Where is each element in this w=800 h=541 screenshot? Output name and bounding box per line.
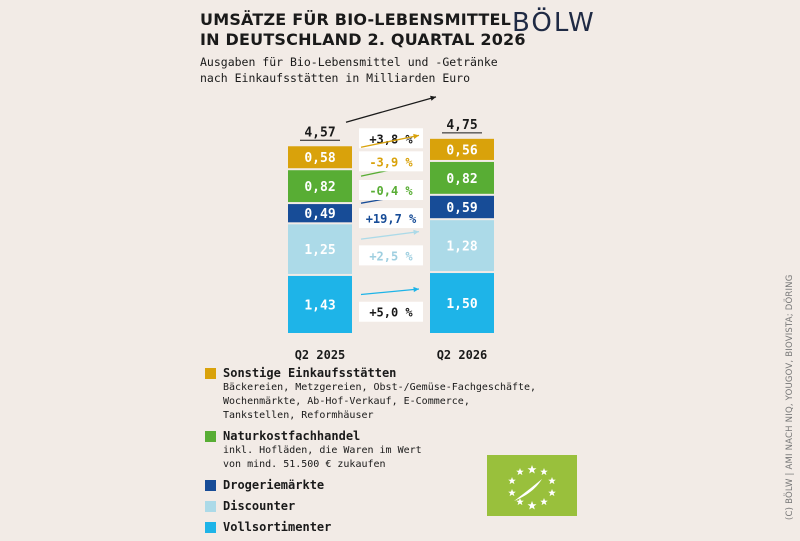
- bar-segment: [288, 275, 352, 333]
- legend-item: Sonstige Einkaufsstätten Bäckereien, Metz…: [205, 366, 585, 423]
- change-label: +19,7 %: [366, 212, 417, 226]
- legend-swatch: [205, 501, 216, 512]
- data-label: 0,49: [304, 207, 335, 222]
- legend-label: Naturkostfachhandel: [223, 429, 361, 443]
- legend-swatch: [205, 431, 216, 442]
- eu-organic-logo: [487, 455, 577, 516]
- bar-segment: [288, 224, 352, 274]
- legend-item: Discounter: [205, 499, 585, 514]
- change-label: +2,5 %: [369, 249, 413, 263]
- chart-title: UMSÄTZE FÜR BIO-LEBENSMITTEL IN DEUTSCHL…: [200, 10, 526, 50]
- data-label: 0,56: [446, 143, 477, 158]
- change-label: -0,4 %: [369, 184, 413, 198]
- subtitle-line-2: nach Einkaufsstätten in Milliarden Euro: [200, 71, 471, 85]
- legend: Sonstige Einkaufsstätten Bäckereien, Metz…: [205, 366, 585, 541]
- bar-segment: [288, 204, 352, 223]
- legend-swatch: [205, 480, 216, 491]
- title-line-2: IN DEUTSCHLAND 2. QUARTAL 2026: [200, 30, 526, 49]
- change-label-box: [359, 180, 423, 201]
- chart-subtitle: Ausgaben für Bio-Lebensmittel und -Geträ…: [200, 54, 498, 86]
- bar-segment: [430, 161, 494, 194]
- change-arrow-head: [413, 286, 419, 293]
- boelw-logo: BÖLW: [512, 8, 596, 38]
- bar-segment: [430, 273, 494, 333]
- source-credit: (C) BÖLW | AMI NACH NIQ, YOUGOV, BIOVIST…: [785, 274, 795, 520]
- legend-swatch: [205, 522, 216, 533]
- change-label-box: [359, 151, 423, 172]
- total-change-arrow-head: [430, 95, 436, 101]
- change-arrow-head: [413, 229, 419, 235]
- change-arrow: [360, 134, 420, 148]
- change-arrow: [360, 288, 420, 296]
- legend-swatch: [205, 368, 216, 379]
- x-tick-label: Q2 2025: [295, 348, 346, 362]
- total-change-label-box: [359, 128, 423, 149]
- legend-note: von mind. 51.500 € zukaufen: [223, 459, 386, 470]
- change-arrow: [360, 230, 420, 240]
- legend-item: Vollsortimenter: [205, 520, 585, 535]
- legend-note: inkl. Hofläden, die Waren im Wert: [223, 445, 422, 456]
- change-label: -3,9 %: [369, 155, 413, 169]
- data-label: 1,50: [446, 297, 477, 312]
- change-label-box: [359, 245, 423, 266]
- data-label: 1,28: [446, 240, 477, 255]
- legend-label: Drogeriemärkte: [223, 478, 325, 492]
- legend-note: Wochenmärkte, Ab-Hof-Verkauf, E-Commerce…: [223, 396, 470, 407]
- bar-segment: [430, 220, 494, 272]
- x-tick-label: Q2 2026: [437, 348, 488, 362]
- legend-note: Tankstellen, Reformhäuser: [223, 410, 374, 421]
- data-label: 0,82: [304, 180, 335, 195]
- data-label: 1,43: [304, 298, 335, 313]
- legend-label: Discounter: [223, 499, 296, 513]
- total-change-arrow: [345, 96, 437, 123]
- legend-item: Drogeriemärkte: [205, 478, 585, 493]
- bar-segment: [430, 138, 494, 160]
- data-label: 0,58: [304, 151, 335, 166]
- data-label: 1,25: [304, 243, 335, 258]
- legend-label: Vollsortimenter: [223, 520, 332, 534]
- eu-leaf-icon: [508, 465, 556, 510]
- title-line-1: UMSÄTZE FÜR BIO-LEBENSMITTEL: [200, 10, 512, 29]
- legend-note: Bäckereien, Metzgereien, Obst-/Gemüse-Fa…: [223, 382, 537, 393]
- total-label: 4,57: [304, 125, 335, 140]
- change-arrow-head: [413, 133, 419, 140]
- legend-item: Naturkostfachhandel inkl. Hofläden, die W…: [205, 429, 585, 472]
- change-label-box: [359, 208, 423, 229]
- data-label: 0,82: [446, 172, 477, 187]
- change-label-box: [359, 301, 423, 322]
- bar-segment: [288, 170, 352, 203]
- total-label: 4,75: [446, 118, 477, 133]
- data-label: 0,59: [446, 201, 477, 216]
- bar-segment: [430, 195, 494, 219]
- legend-label: Sonstige Einkaufsstätten: [223, 366, 397, 380]
- bar-segment: [288, 146, 352, 169]
- change-label: +5,0 %: [369, 306, 413, 320]
- subtitle-line-1: Ausgaben für Bio-Lebensmittel und -Geträ…: [200, 55, 498, 69]
